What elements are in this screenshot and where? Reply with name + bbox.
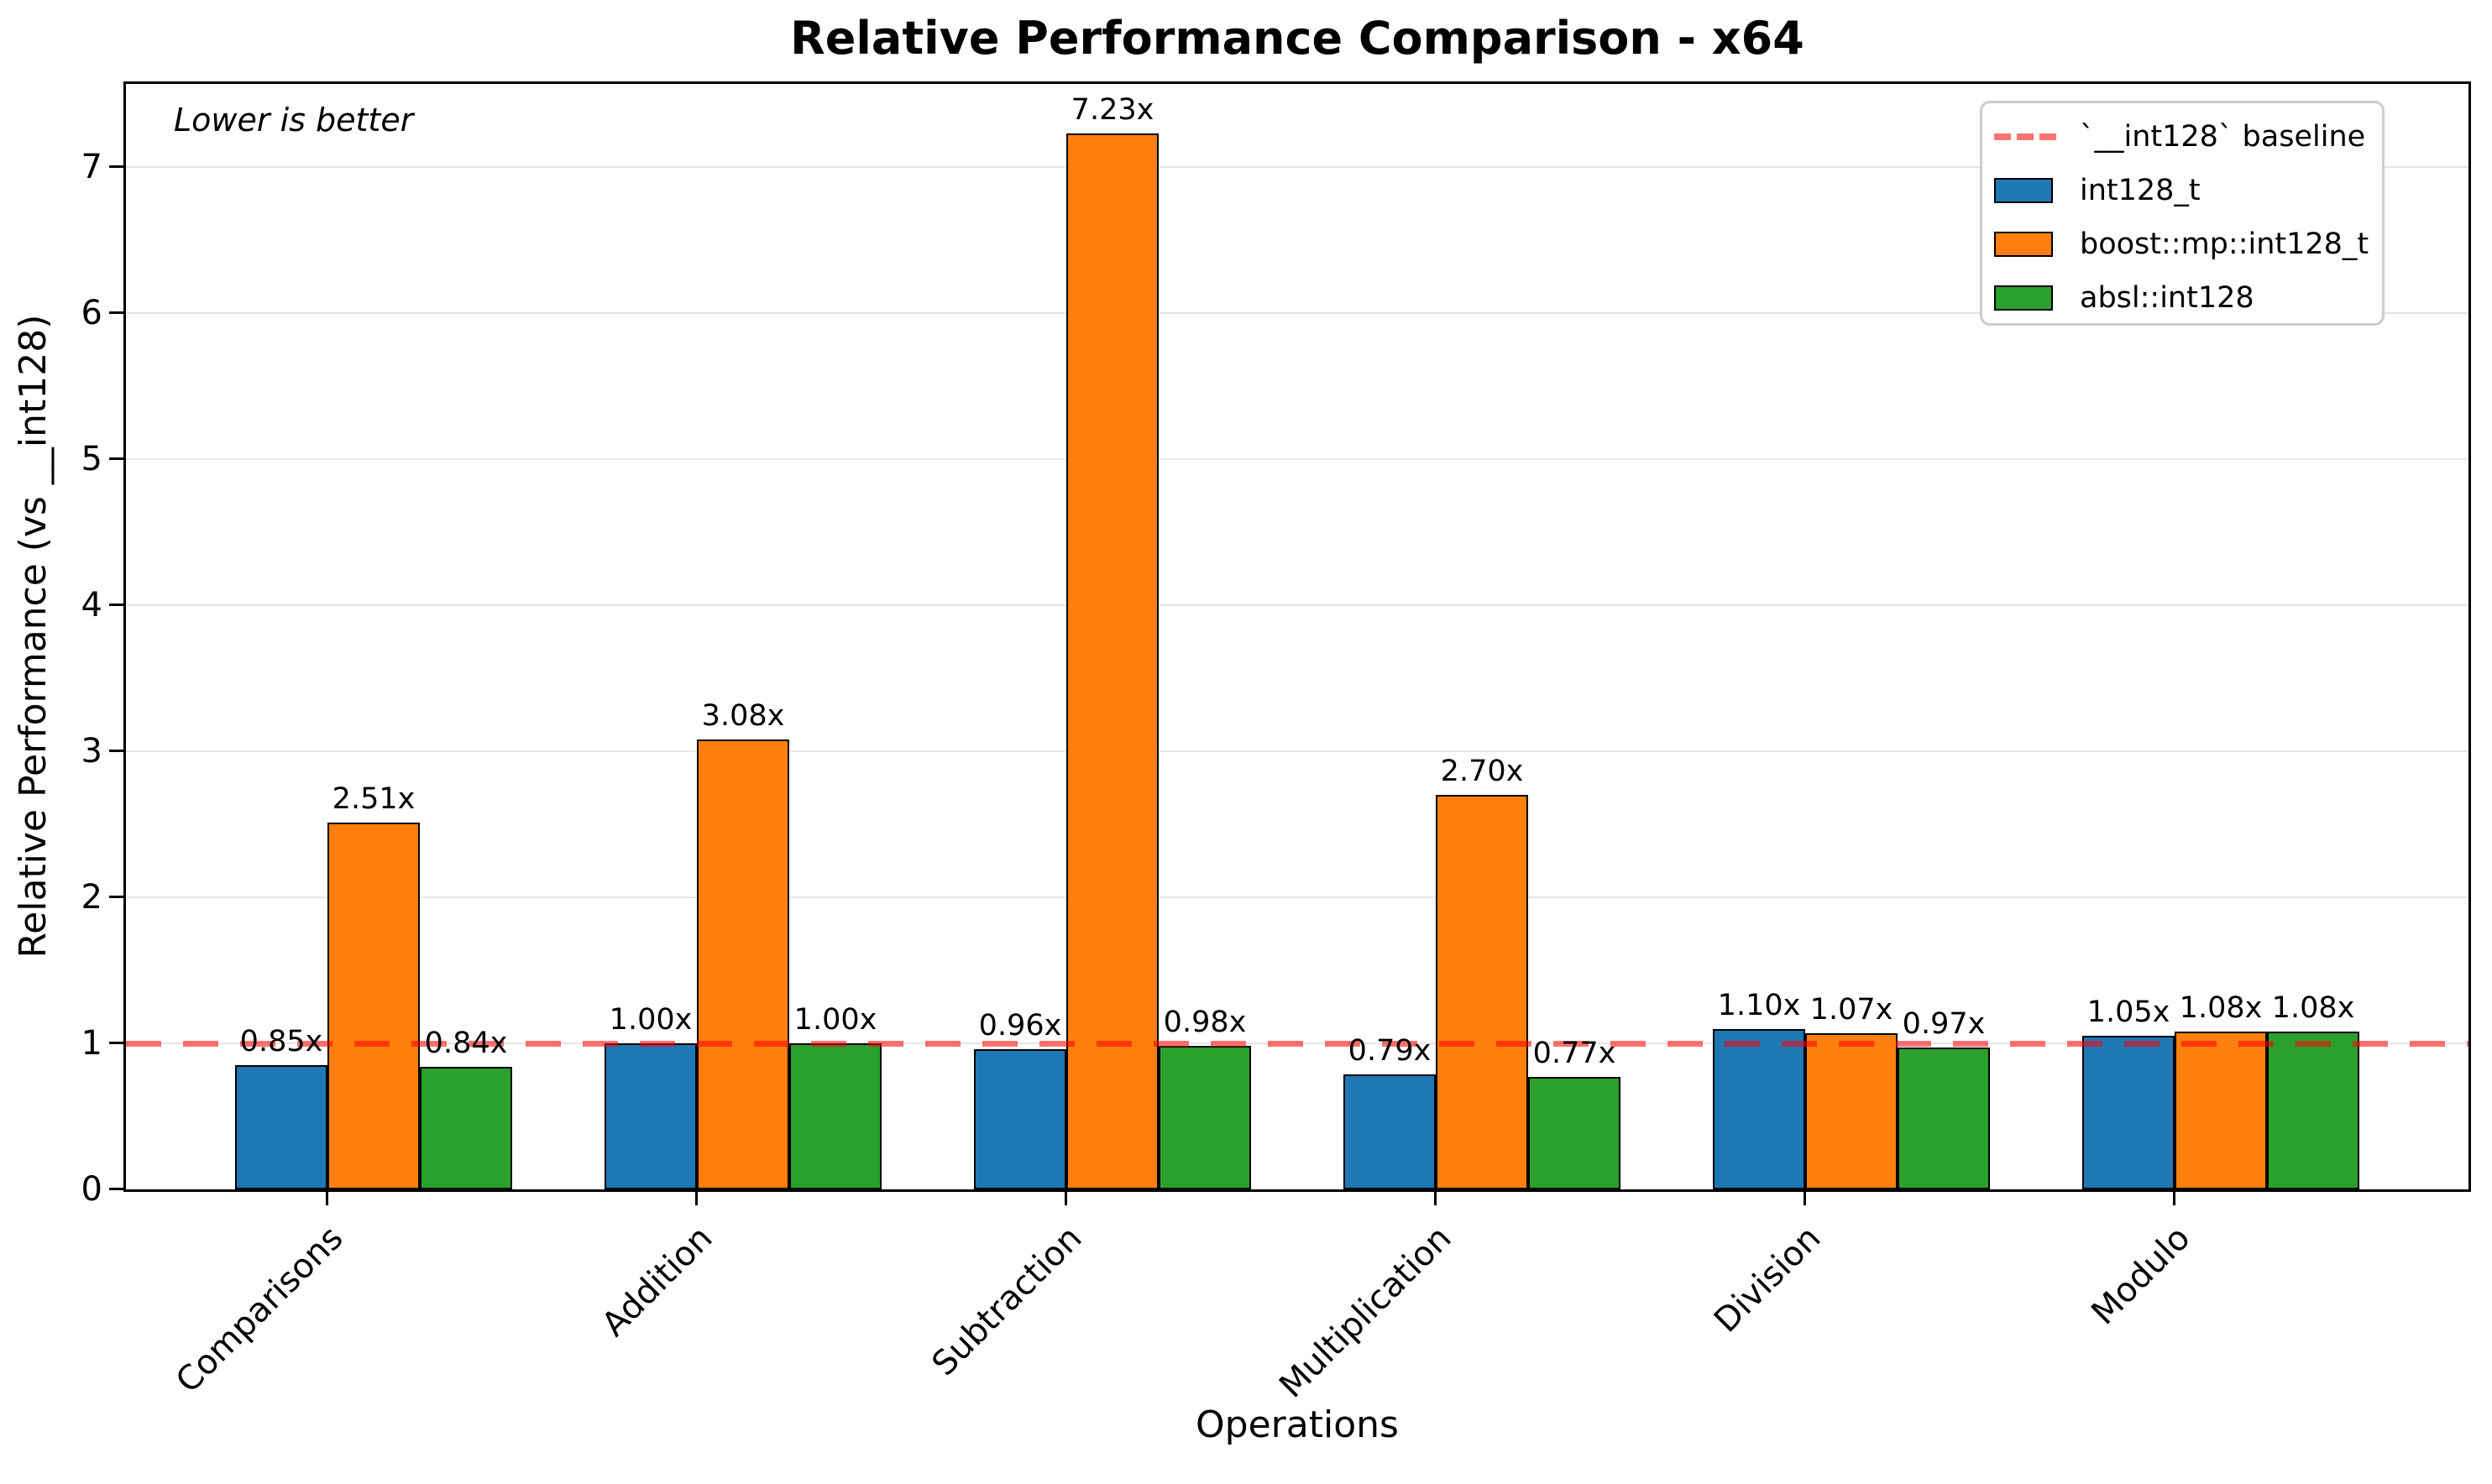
x-axis-label: Operations [1196,1403,1399,1446]
x-category-label: Comparisons [168,1219,351,1401]
bar-int128_t [2082,1036,2175,1189]
bar-int128_t [1713,1029,1805,1189]
bar-boost::mp::int128_t [2175,1032,2267,1189]
y-tick-label: 2 [81,878,102,917]
bar-absl::int128 [1159,1046,1251,1189]
bar-absl::int128 [1898,1048,1990,1189]
bar-absl::int128 [2267,1032,2359,1189]
bar-value-label: 0.98x [1163,1006,1247,1039]
y-tick-label: 3 [81,732,102,771]
bar-int128_t [605,1043,697,1189]
y-tick-mark [109,604,126,606]
gridline [126,604,2468,606]
bar-value-label: 0.84x [424,1027,508,1060]
legend-row: boost::mp::int128_t [1994,217,2382,271]
bar-int128_t [974,1049,1066,1189]
series-swatch-marker [1994,232,2056,257]
y-tick-label: 1 [81,1024,102,1063]
x-category-label: Division [1706,1219,1829,1340]
x-tick-mark [695,1192,698,1205]
bar-absl::int128 [420,1067,512,1189]
gridline [126,166,2468,168]
gridline [126,750,2468,752]
bar-absl::int128 [1528,1077,1620,1189]
y-tick-mark [109,457,126,460]
legend-color-swatch [1994,232,2053,257]
x-tick-mark [1804,1192,1806,1205]
bar-value-label: 2.70x [1440,755,1524,788]
x-category-label: Addition [594,1219,720,1345]
bar-boost::mp::int128_t [1805,1033,1898,1189]
legend-row: absl::int128 [1994,271,2382,325]
legend-dash-sample [1994,133,2056,140]
legend-label: absl::int128 [2080,281,2254,315]
x-category-label: Subtraction [924,1219,1090,1384]
legend-label: `__int128` baseline [2080,120,2366,154]
legend-row: int128_t [1994,164,2382,217]
bar-value-label: 1.08x [2271,991,2355,1025]
bar-boost::mp::int128_t [697,739,789,1189]
bar-value-label: 1.00x [609,1003,693,1037]
bar-int128_t [235,1065,327,1189]
bar-value-label: 3.08x [701,699,785,733]
bar-value-label: 0.77x [1532,1037,1616,1070]
x-category-label: Modulo [2084,1219,2198,1333]
bar-boost::mp::int128_t [1436,795,1528,1189]
baseline-dash-marker [1994,133,2056,140]
y-tick-mark [109,1042,126,1044]
bar-boost::mp::int128_t [1066,133,1159,1189]
gridline [126,896,2468,898]
bar-value-label: 1.05x [2086,995,2170,1029]
bar-value-label: 0.97x [1902,1007,1986,1041]
x-tick-mark [1065,1192,1067,1205]
bar-value-label: 7.23x [1071,93,1154,127]
x-tick-mark [2173,1192,2175,1205]
legend-color-swatch [1994,285,2053,311]
y-tick-label: 5 [81,440,102,478]
x-tick-mark [1434,1192,1437,1205]
annotation-lower-is-better: Lower is better [174,102,414,138]
series-swatch-marker [1994,285,2056,311]
bar-value-label: 1.10x [1717,989,1801,1022]
gridline [126,312,2468,314]
bar-value-label: 1.00x [793,1003,877,1037]
legend-label: boost::mp::int128_t [2080,227,2369,261]
bar-value-label: 0.96x [978,1009,1062,1042]
gridline [126,458,2468,460]
bar-value-label: 2.51x [332,782,416,816]
x-tick-mark [326,1192,328,1205]
bar-value-label: 0.85x [239,1025,323,1058]
y-tick-mark [109,165,126,168]
baseline-line [126,1041,2468,1047]
y-tick-label: 4 [81,586,102,624]
bar-absl::int128 [789,1043,882,1189]
legend-row: `__int128` baseline [1994,110,2382,164]
y-tick-mark [109,896,126,898]
x-category-label: Multiplication [1272,1219,1459,1406]
bar-boost::mp::int128_t [327,823,420,1189]
legend-color-swatch [1994,178,2053,203]
series-swatch-marker [1994,178,2056,203]
y-tick-mark [109,311,126,314]
legend-label: int128_t [2080,174,2201,207]
bar-value-label: 1.08x [2179,991,2263,1025]
chart-title: Relative Performance Comparison - x64 [790,12,1804,65]
y-tick-label: 0 [81,1170,102,1209]
bar-value-label: 1.07x [1809,993,1893,1027]
bar-value-label: 0.79x [1348,1034,1432,1068]
y-tick-mark [109,750,126,752]
y-tick-mark [109,1188,126,1190]
bar-int128_t [1343,1074,1436,1189]
y-tick-label: 6 [81,294,102,332]
y-tick-label: 7 [81,148,102,186]
